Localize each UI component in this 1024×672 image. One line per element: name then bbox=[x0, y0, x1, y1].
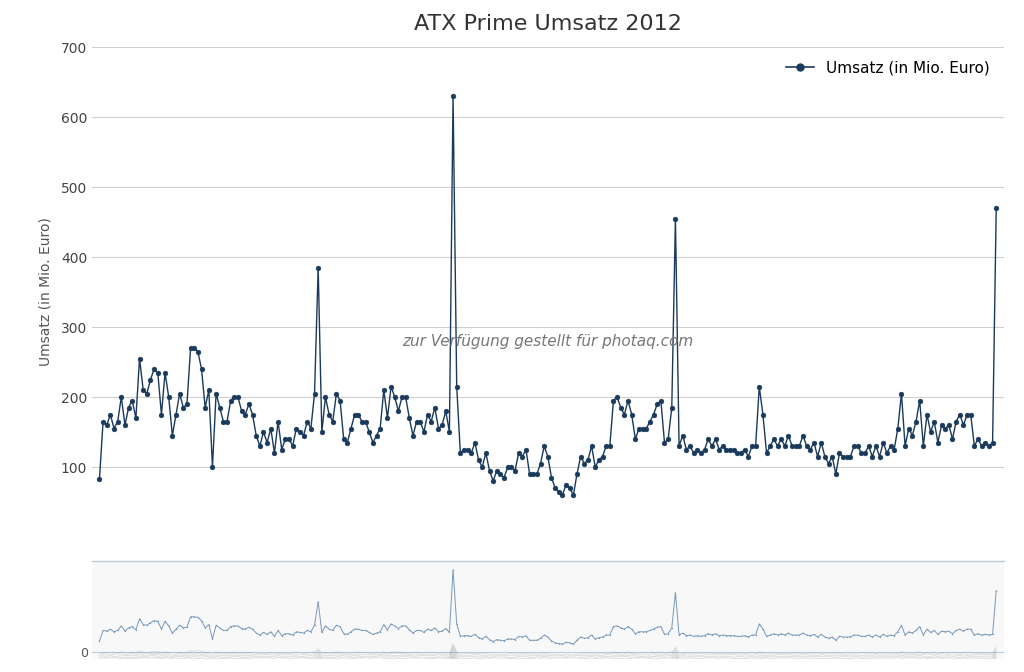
Title: ATX Prime Umsatz 2012: ATX Prime Umsatz 2012 bbox=[414, 14, 682, 34]
Legend: Umsatz (in Mio. Euro): Umsatz (in Mio. Euro) bbox=[780, 54, 996, 82]
Text: zur Verfügung gestellt für photaq.com: zur Verfügung gestellt für photaq.com bbox=[402, 333, 693, 349]
Y-axis label: Umsatz (in Mio. Euro): Umsatz (in Mio. Euro) bbox=[39, 218, 52, 366]
